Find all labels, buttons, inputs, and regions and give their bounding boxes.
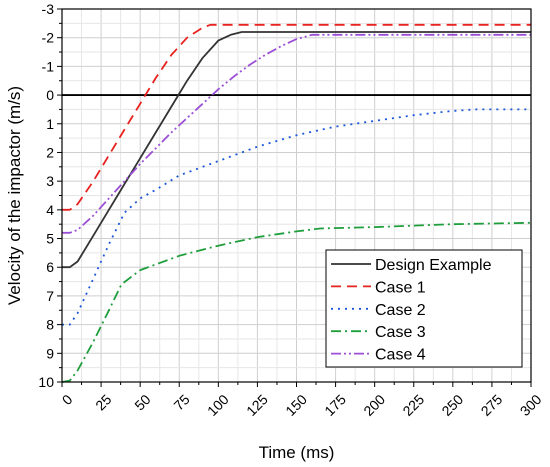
x-tick-label: 25 bbox=[92, 391, 114, 413]
x-tick-label: 200 bbox=[360, 391, 388, 419]
y-axis-title: Velocity of the impactor (m/s) bbox=[5, 86, 24, 305]
x-tick-label: 300 bbox=[517, 391, 545, 419]
y-tick-label: 10 bbox=[38, 374, 54, 390]
y-tick-label: 8 bbox=[46, 317, 54, 333]
y-tick-label: 1 bbox=[46, 116, 54, 132]
x-tick-label: 100 bbox=[204, 391, 232, 419]
x-axis-title: Time (ms) bbox=[259, 443, 335, 462]
series-line-1 bbox=[62, 31, 531, 269]
legend-label: Case 1 bbox=[375, 279, 426, 296]
x-tick-label: 225 bbox=[399, 391, 427, 419]
y-tick-label: -1 bbox=[42, 58, 55, 74]
y-tick-label: 4 bbox=[46, 202, 54, 218]
legend-label: Case 3 bbox=[375, 324, 426, 341]
legend-label: Design Example bbox=[375, 257, 492, 274]
series-line-5 bbox=[62, 33, 531, 234]
y-tick-label: 5 bbox=[46, 231, 54, 247]
series-lines bbox=[61, 23, 532, 383]
y-tick-label: -3 bbox=[42, 1, 55, 17]
x-tick-label: 275 bbox=[478, 391, 506, 419]
legend-box bbox=[325, 249, 523, 368]
x-tick-label: 50 bbox=[131, 391, 153, 413]
x-tick-label: 250 bbox=[438, 391, 466, 419]
y-tick-label: 2 bbox=[46, 144, 54, 160]
y-tick-label: 0 bbox=[46, 87, 54, 103]
x-tick-label: 75 bbox=[170, 391, 192, 413]
legend: Design Example Case 1 Case 2 Case 3 Case 4 bbox=[325, 249, 523, 368]
x-tick-label: 150 bbox=[282, 391, 310, 419]
y-tick-labels: -3 -2 -1 0 1 2 3 4 5 6 7 8 9 10 bbox=[38, 1, 54, 390]
y-tick-label: 3 bbox=[46, 173, 54, 189]
series-line-3 bbox=[62, 108, 531, 326]
legend-label: Case 2 bbox=[375, 302, 426, 319]
axis-ticks bbox=[57, 8, 532, 387]
legend-label: Case 4 bbox=[375, 347, 426, 364]
x-tick-label: 0 bbox=[59, 391, 76, 408]
y-tick-label: 9 bbox=[46, 345, 54, 361]
y-tick-label: 7 bbox=[46, 288, 54, 304]
x-tick-label: 175 bbox=[321, 391, 349, 419]
y-tick-label: 6 bbox=[46, 259, 54, 275]
x-tick-labels: 0 25 50 75 100 125 150 175 200 225 250 275 300 bbox=[59, 391, 545, 419]
y-tick-label: -2 bbox=[42, 30, 55, 46]
x-tick-label: 125 bbox=[243, 391, 271, 419]
series-line-2 bbox=[62, 23, 531, 211]
